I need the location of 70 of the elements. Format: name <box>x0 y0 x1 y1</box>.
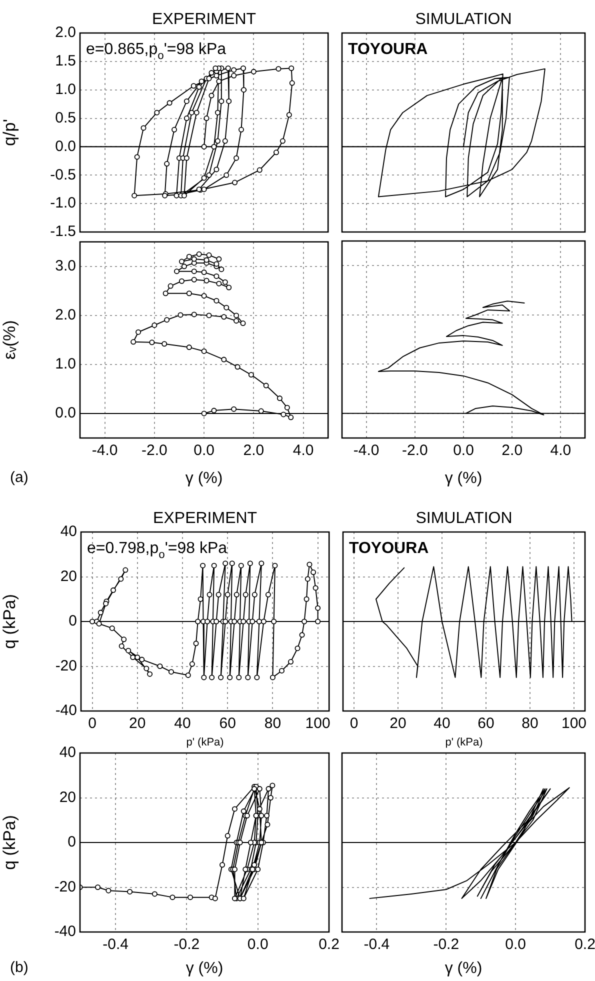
x-tick-label: 20 <box>129 715 146 732</box>
x-tick-label: 80 <box>522 715 538 732</box>
chart-title: SIMULATION <box>415 11 512 28</box>
x-tick-label: 0 <box>88 715 96 732</box>
chart-title: EXPERIMENT <box>152 11 256 28</box>
x-tick-label: -4.0 <box>92 442 118 460</box>
x-tick-label: -2.0 <box>142 442 168 460</box>
text: (a) <box>10 469 28 486</box>
x-tick-label: 0.0 <box>505 936 526 954</box>
y-tick-label: 0 <box>68 612 77 630</box>
x-tick-label: 0.2 <box>574 936 595 954</box>
y-tick-label: 1.0 <box>55 356 76 373</box>
y-tick-label: -40 <box>55 702 77 720</box>
y-axis-title: q (kPa) <box>0 594 19 649</box>
y-tick-label: 20 <box>60 568 77 585</box>
x-tick-label: -0.2 <box>174 936 200 954</box>
x-tick-label: 100 <box>561 715 587 732</box>
y-tick-label: 2.0 <box>55 24 76 42</box>
y-tick-label: -1.5 <box>50 223 76 240</box>
x-axis-title: γ (%) <box>186 960 224 977</box>
y-tick-label: 3.0 <box>55 258 76 275</box>
x-tick-label: 2.0 <box>502 442 523 460</box>
x-tick-label: 0.0 <box>247 936 268 954</box>
y-tick-label: 2.0 <box>55 306 76 324</box>
y-tick-label: 0.0 <box>55 138 76 155</box>
x-tick-label: 4.0 <box>550 442 572 460</box>
y-axis-title: εᵥ(%) <box>0 320 19 360</box>
x-tick-label: 80 <box>264 715 282 732</box>
chart-title: SIMULATION <box>416 510 512 527</box>
x-tick-label: 0.0 <box>194 442 214 460</box>
x-axis-title: p' (kPa) <box>445 736 483 748</box>
x-tick-label: 40 <box>434 715 450 732</box>
annotation: TOYOURA <box>349 540 430 557</box>
chart-title: EXPERIMENT <box>153 510 258 527</box>
x-tick-label: 0.2 <box>318 936 340 954</box>
annotation: TOYOURA <box>348 41 428 58</box>
y-tick-label: -1.0 <box>50 194 76 212</box>
y-tick-label: 1.0 <box>55 81 76 98</box>
x-tick-label: 60 <box>478 715 494 732</box>
x-axis-title: γ (%) <box>185 470 223 487</box>
x-tick-label: 0 <box>350 715 358 732</box>
y-tick-label: 0.0 <box>55 404 76 422</box>
y-tick-label: 0.5 <box>55 109 76 126</box>
y-tick-label: -20 <box>55 657 77 674</box>
text: (b) <box>10 959 28 976</box>
x-axis-title: γ (%) <box>444 470 482 487</box>
x-tick-label: 0.0 <box>453 442 474 460</box>
y-tick-label: -20 <box>54 878 76 896</box>
x-tick-label: 20 <box>390 715 406 732</box>
y-axis-title: q (kPa) <box>0 815 19 870</box>
x-tick-label: 40 <box>174 715 191 732</box>
x-axis-title: p' (kPa) <box>186 736 224 748</box>
y-tick-label: 20 <box>59 788 76 806</box>
x-tick-label: 60 <box>219 715 236 732</box>
y-tick-label: -40 <box>54 923 76 940</box>
y-tick-label: 0 <box>68 834 76 851</box>
x-tick-label: -0.4 <box>102 936 128 954</box>
x-tick-label: 2.0 <box>243 442 264 460</box>
x-tick-label: 100 <box>305 715 330 732</box>
x-tick-label: 4.0 <box>292 442 314 460</box>
y-tick-label: 1.5 <box>55 52 76 70</box>
x-axis-title: γ (%) <box>444 960 482 977</box>
x-tick-label: -2.0 <box>402 442 428 460</box>
y-tick-label: -0.5 <box>50 166 76 184</box>
y-tick-label: 40 <box>59 744 76 762</box>
x-tick-label: -0.4 <box>364 936 390 954</box>
y-axis-title: q/p' <box>0 119 19 146</box>
y-tick-label: 40 <box>60 523 77 540</box>
x-tick-label: -4.0 <box>353 442 380 460</box>
x-tick-label: -0.2 <box>433 936 460 954</box>
